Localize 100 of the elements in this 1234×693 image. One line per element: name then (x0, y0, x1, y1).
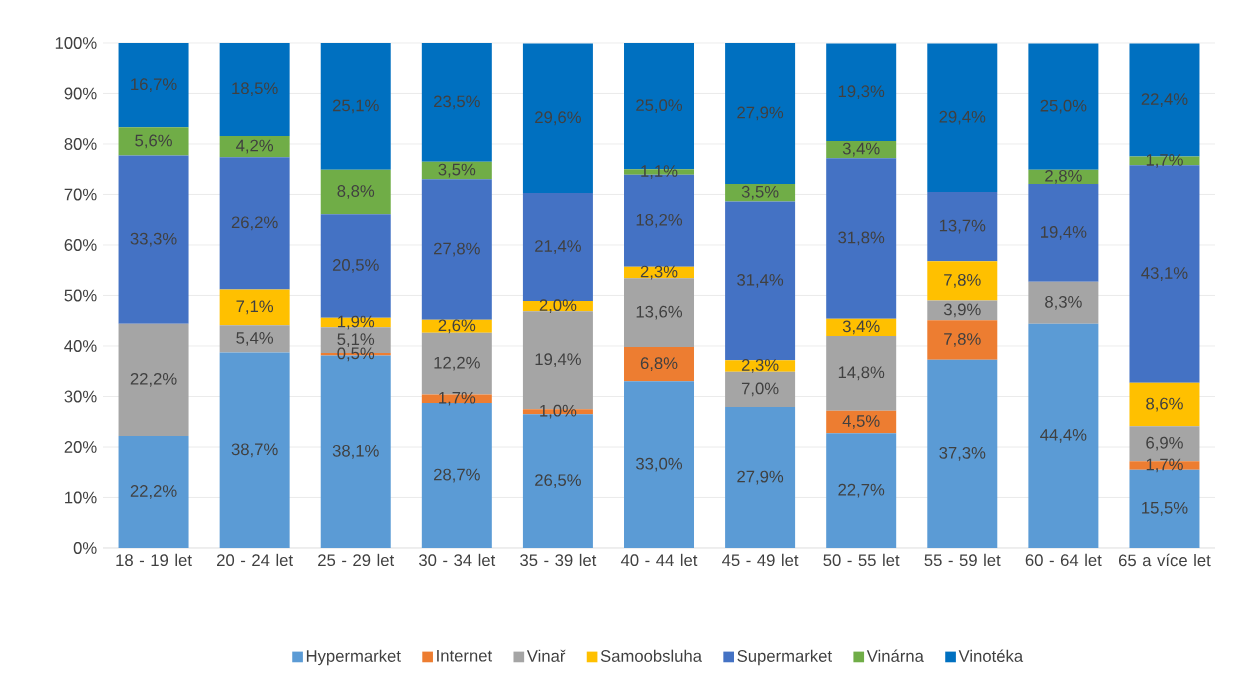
data-label: 7,8% (944, 273, 981, 288)
bar (118, 155, 189, 324)
data-label: 43,1% (1141, 267, 1188, 281)
bar (320, 169, 391, 215)
y-tick-label: 30% (64, 390, 97, 403)
data-label: 27,9% (737, 470, 784, 485)
data-label: 29,4% (939, 110, 986, 125)
x-tick-label: 35 - 39 let (520, 553, 597, 567)
legend-label: Internet (437, 649, 493, 662)
bar (421, 179, 492, 320)
data-label: 22,7% (838, 483, 885, 498)
bar (826, 433, 897, 548)
bar (826, 43, 897, 141)
data-label: 44,4% (1040, 429, 1087, 443)
data-label: 25,0% (636, 99, 683, 114)
data-label: 2,3% (741, 359, 779, 373)
bar (927, 359, 998, 548)
data-label: 1,7% (1146, 458, 1183, 473)
data-label: 37,3% (939, 446, 986, 461)
data-label: 15,5% (1142, 502, 1188, 516)
bar (725, 43, 796, 184)
data-label: 19,4% (1041, 226, 1087, 240)
data-label: 7,1% (236, 300, 274, 315)
bar (624, 278, 695, 348)
data-label: 5,6% (135, 134, 172, 149)
legend-label: Hypermarket (306, 649, 401, 666)
bar (826, 158, 897, 319)
data-label: 1,9% (338, 315, 375, 330)
x-tick-label: 65 a více let (1118, 553, 1211, 567)
bar (725, 407, 796, 548)
y-tick-label: 70% (64, 188, 97, 201)
bar (219, 135, 290, 158)
legend-label: Vinař (526, 649, 566, 662)
data-label: 2,0% (539, 299, 577, 313)
legend-label: Vinárna (866, 649, 924, 662)
x-tick-label: 20 - 24 let (217, 553, 293, 567)
x-tick-label: 45 - 49 let (722, 553, 799, 567)
data-label: 3,5% (741, 185, 779, 200)
data-label: 6,9% (1146, 436, 1183, 451)
y-tick-label: 80% (64, 138, 97, 150)
data-label: 31,4% (737, 273, 784, 288)
data-label: 12,2% (434, 356, 480, 371)
y-tick-label: 60% (64, 239, 97, 251)
data-label: 3,4% (842, 320, 880, 335)
bar (219, 289, 290, 326)
bar (725, 201, 796, 361)
legend-label: Samoobsluha (600, 649, 702, 662)
data-label: 25,0% (1040, 99, 1087, 114)
y-tick-label: 100% (55, 37, 97, 49)
data-label: 4,5% (842, 415, 880, 429)
bar (118, 323, 189, 436)
x-tick-label: 50 - 55 let (823, 553, 900, 567)
bar (118, 43, 189, 128)
y-tick-label: 10% (65, 491, 97, 504)
data-label: 3,5% (438, 163, 476, 178)
data-label: 6,8% (640, 357, 678, 372)
legend-label: Vinotéka (958, 649, 1024, 662)
data-label: 23,5% (434, 95, 480, 110)
bar (624, 347, 695, 382)
bar (927, 261, 998, 301)
y-tick-label: 0% (73, 542, 97, 554)
data-label: 29,6% (535, 111, 581, 126)
y-tick-label: 20% (64, 441, 97, 453)
data-label: 25,1% (332, 99, 379, 114)
x-tick-label: 60 - 64 let (1025, 553, 1102, 567)
y-tick-label: 40% (64, 340, 97, 352)
x-tick-label: 18 - 19 let (116, 553, 192, 567)
bar (927, 320, 998, 360)
bar (1028, 43, 1099, 170)
bar (1028, 323, 1099, 548)
x-tick-label: 30 - 34 let (419, 553, 496, 567)
y-tick-label: 90% (64, 87, 97, 100)
data-label: 27,9% (737, 106, 784, 121)
data-label: 16,7% (131, 78, 177, 93)
data-label: 26,5% (535, 474, 581, 488)
bar (1028, 183, 1099, 282)
bar (624, 381, 695, 548)
data-label: 0,5% (337, 347, 375, 362)
bar (421, 43, 492, 162)
x-tick-label: 55 - 59 let (924, 553, 1001, 567)
data-label: 7,0% (741, 382, 779, 397)
bar (118, 435, 189, 548)
data-label: 20,5% (332, 259, 379, 273)
bar (118, 127, 189, 156)
data-label: 38,7% (231, 443, 278, 458)
bar (927, 191, 998, 262)
data-label: 5,1% (337, 333, 375, 348)
data-label: 14,8% (838, 366, 885, 381)
data-label: 19,3% (838, 85, 885, 100)
bar (219, 157, 290, 290)
data-label: 5,4% (236, 332, 274, 346)
data-label: 4,2% (236, 139, 274, 154)
data-label: 31,8% (838, 231, 885, 246)
data-label: 2,8% (1045, 169, 1082, 184)
x-tick-label: 25 - 29 let (318, 553, 395, 567)
data-label: 2,3% (640, 265, 678, 280)
data-label: 33,0% (636, 457, 683, 472)
data-label: 38,1% (332, 444, 379, 459)
bar (826, 335, 897, 411)
data-label: 1,7% (439, 391, 476, 406)
